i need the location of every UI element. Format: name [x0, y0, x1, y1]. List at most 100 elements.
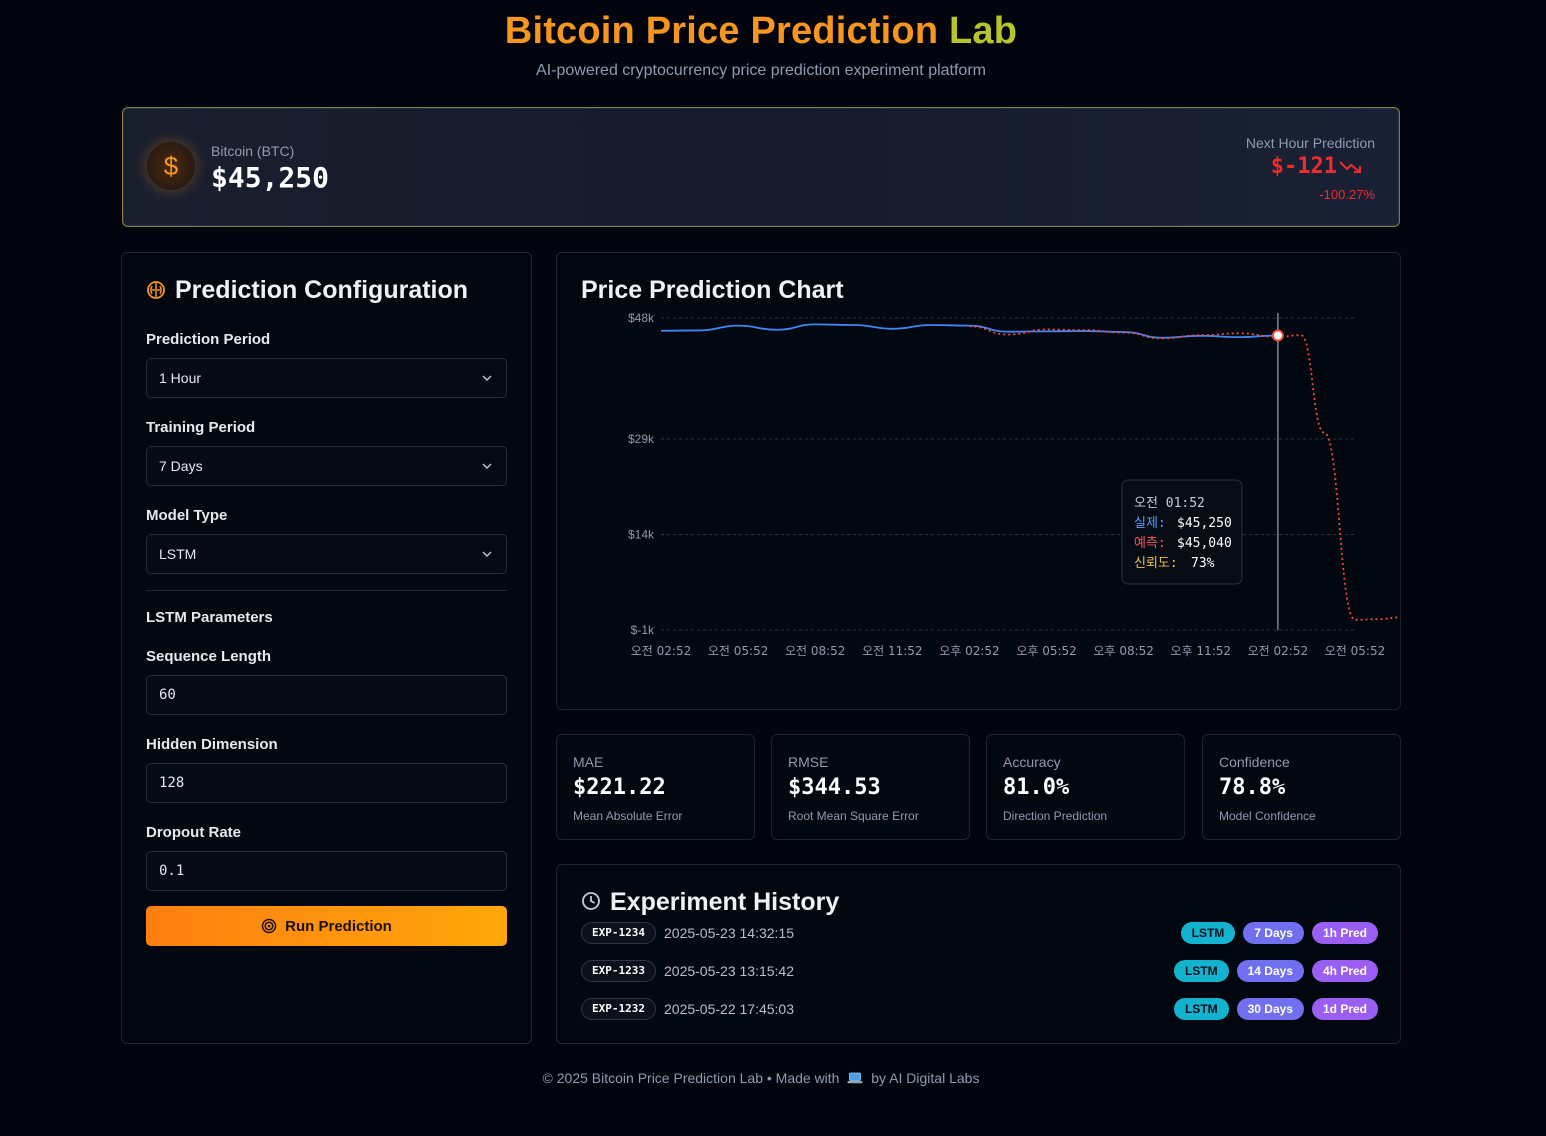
training-days-tag: 7 Days: [1243, 922, 1304, 944]
chart-panel: Price Prediction Chart $48k $29k $14k $-1k 오…: [556, 252, 1401, 710]
model-type-select[interactable]: LSTM: [146, 534, 507, 574]
training-period-label: Training Period: [146, 419, 256, 436]
tooltip-time: 오전 01:52: [1134, 496, 1205, 511]
dropout-rate-label: Dropout Rate: [146, 824, 241, 841]
hidden-dimension-label: Hidden Dimension: [146, 736, 278, 753]
metric-card-mae: MAE $221.22 Mean Absolute Error: [556, 734, 755, 840]
x-tick-label: 오전 02:52: [1248, 644, 1308, 658]
x-tick-label: 오후 08:52: [1093, 644, 1153, 658]
tooltip-conf-value: 73%: [1191, 556, 1215, 571]
metric-card-confidence: Confidence 78.8% Model Confidence: [1202, 734, 1401, 840]
divider: [146, 590, 507, 591]
hidden-dimension-input[interactable]: 128: [146, 763, 507, 803]
actual-price-line: [660, 323, 1278, 339]
history-panel: Experiment History EXP-1234 2025-05-23 1…: [556, 864, 1401, 1044]
chart-tooltip: [1121, 479, 1243, 585]
training-period-value: 7 Days: [159, 458, 203, 474]
metric-value: 81.0%: [1003, 775, 1070, 800]
metric-desc: Model Confidence: [1219, 809, 1316, 823]
prediction-change: -100.27%: [1319, 187, 1375, 202]
experiment-tags: LSTM 14 Days 4h Pred: [1173, 960, 1378, 982]
y-tick-label: $-1k: [631, 623, 655, 637]
metric-label: Confidence: [1219, 754, 1290, 770]
experiment-tags: LSTM 7 Days 1h Pred: [1180, 922, 1378, 944]
model-tag: LSTM: [1173, 960, 1229, 982]
x-tick-label: 오전 05:52: [708, 644, 768, 658]
metric-label: RMSE: [788, 754, 829, 770]
experiment-date: 2025-05-23 14:32:15: [664, 925, 794, 941]
brain-icon: [147, 281, 165, 299]
x-tick-label: 오후 05:52: [1016, 644, 1076, 658]
dollar-icon: $: [147, 142, 195, 190]
prediction-horizon-tag: 1d Pred: [1311, 998, 1378, 1020]
x-tick-label: 오후 11:52: [1171, 644, 1231, 658]
training-days-tag: 30 Days: [1236, 998, 1304, 1020]
y-tick-label: $48k: [628, 311, 655, 325]
metric-desc: Mean Absolute Error: [573, 809, 683, 823]
x-tick-label: 오전 08:52: [785, 644, 845, 658]
clock-icon: [582, 892, 600, 910]
metric-label: Accuracy: [1003, 754, 1061, 770]
x-tick-label: 오후 02:52: [939, 644, 999, 658]
title-accent: Lab: [949, 10, 1018, 52]
prediction-period-value: 1 Hour: [159, 370, 202, 386]
x-tick-label: 오전 05:52: [1325, 644, 1385, 658]
sequence-length-label: Sequence Length: [146, 648, 272, 665]
metric-desc: Root Mean Square Error: [788, 809, 919, 823]
target-icon: [261, 918, 277, 934]
model-type-label: Model Type: [146, 507, 228, 524]
metric-value: $344.53: [788, 775, 881, 800]
price-chart[interactable]: $48k $29k $14k $-1k 오전 02:52 오전 05:52 오전 08:52…: [557, 253, 1400, 709]
price-banner: $ Bitcoin (BTC) $45,250 Next Hour Predic…: [122, 107, 1400, 227]
experiment-id: EXP-1233: [581, 960, 656, 982]
chevron-down-icon: [482, 551, 492, 558]
run-prediction-button[interactable]: Run Prediction: [146, 906, 507, 946]
hover-point: [1271, 329, 1284, 342]
run-prediction-label: Run Prediction: [285, 917, 392, 935]
metric-desc: Direction Prediction: [1003, 809, 1108, 823]
footer-credit: by AI Digital Labs: [871, 1070, 980, 1086]
config-panel: Prediction Configuration Prediction Peri…: [121, 252, 532, 1044]
training-period-select[interactable]: 7 Days: [146, 446, 507, 486]
experiment-date: 2025-05-22 17:45:03: [664, 1001, 794, 1017]
metric-value: 78.8%: [1219, 775, 1286, 800]
sequence-length-input[interactable]: 60: [146, 675, 507, 715]
x-tick-label: 오전 11:52: [862, 644, 922, 658]
page-title: Bitcoin Price Prediction Lab: [0, 10, 1522, 53]
experiment-id: EXP-1232: [581, 998, 656, 1020]
x-tick-label: 오전 02:52: [631, 644, 691, 658]
prediction-value: $-121: [1270, 154, 1337, 179]
metric-value: $221.22: [573, 775, 666, 800]
footer-text: © 2025 Bitcoin Price Prediction Lab • Ma…: [542, 1070, 840, 1086]
prediction-period-select[interactable]: 1 Hour: [146, 358, 507, 398]
metric-card-accuracy: Accuracy 81.0% Direction Prediction: [986, 734, 1185, 840]
experiment-date: 2025-05-23 13:15:42: [664, 963, 794, 979]
history-row[interactable]: EXP-1234 2025-05-23 14:32:15 LSTM 7 Days…: [581, 921, 1378, 945]
tooltip-actual-value: $45,250: [1177, 516, 1232, 531]
y-tick-label: $29k: [628, 432, 655, 446]
y-tick-label: $14k: [628, 527, 655, 541]
history-title: Experiment History: [610, 888, 840, 916]
config-title: Prediction Configuration: [175, 276, 469, 304]
chart-title: Price Prediction Chart: [581, 276, 844, 304]
laptop-icon: [847, 1071, 863, 1084]
training-days-tag: 14 Days: [1236, 960, 1304, 982]
prediction-horizon-tag: 1h Pred: [1311, 922, 1378, 944]
model-tag: LSTM: [1180, 922, 1236, 944]
trending-down-icon: [1339, 161, 1361, 173]
lstm-params-title: LSTM Parameters: [146, 609, 273, 626]
metric-label: MAE: [573, 754, 604, 770]
predicted-price-line: [969, 325, 1400, 621]
current-price: $45,250: [211, 161, 330, 194]
page-subtitle: AI-powered cryptocurrency price predicti…: [536, 62, 986, 79]
history-row[interactable]: EXP-1233 2025-05-23 13:15:42 LSTM 14 Day…: [581, 959, 1378, 983]
prediction-horizon-tag: 4h Pred: [1311, 960, 1378, 982]
experiment-tags: LSTM 30 Days 1d Pred: [1173, 998, 1378, 1020]
tooltip-pred-value: $45,040: [1177, 536, 1232, 551]
dropout-rate-input[interactable]: 0.1: [146, 851, 507, 891]
history-row[interactable]: EXP-1232 2025-05-22 17:45:03 LSTM 30 Day…: [581, 997, 1378, 1021]
model-tag: LSTM: [1173, 998, 1229, 1020]
tooltip-conf-label: 신뢰도:: [1134, 556, 1178, 571]
prediction-period-label: Prediction Period: [146, 331, 271, 348]
chevron-down-icon: [482, 375, 492, 382]
